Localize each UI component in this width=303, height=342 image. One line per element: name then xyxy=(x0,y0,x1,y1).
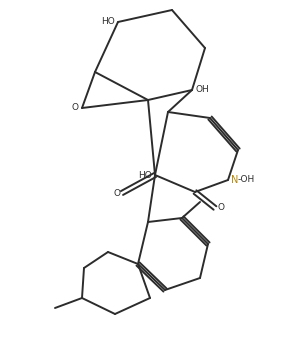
Text: N: N xyxy=(231,175,238,185)
Text: O: O xyxy=(217,203,224,212)
Text: HO: HO xyxy=(101,16,115,26)
Text: OH: OH xyxy=(195,86,209,94)
Text: HO: HO xyxy=(138,171,152,180)
Text: O: O xyxy=(71,104,78,113)
Text: O: O xyxy=(113,188,120,197)
Text: -OH: -OH xyxy=(238,175,255,184)
